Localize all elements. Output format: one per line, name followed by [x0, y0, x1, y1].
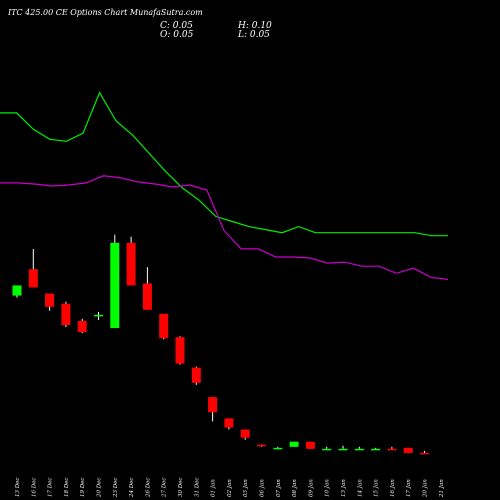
- candle-body-up: [94, 314, 103, 317]
- candle: [240, 429, 250, 440]
- candle: [142, 267, 152, 310]
- candle: [322, 446, 332, 451]
- candle-body-up: [371, 448, 381, 451]
- candle-body-down: [403, 447, 413, 453]
- candle: [12, 285, 22, 298]
- candle: [257, 444, 266, 447]
- x-tick-label: 23 Dec: [113, 478, 119, 499]
- x-tick-label: 16 Jan: [390, 479, 396, 497]
- x-tick-label: 20 Jan: [423, 479, 429, 498]
- slow-ma-line: [0, 175, 449, 280]
- x-tick-label: 21 Jan: [439, 479, 445, 498]
- x-tick-label: 14 Jan: [357, 479, 363, 497]
- close-readout: C: 0.05: [160, 21, 193, 31]
- x-tick-label: 15 Jan: [374, 479, 380, 497]
- candle: [403, 447, 413, 453]
- candle: [126, 236, 136, 286]
- candle: [208, 397, 218, 422]
- x-tick-label: 30 Dec: [178, 478, 184, 498]
- x-tick-label: 18 Dec: [64, 478, 70, 498]
- candle-body-up: [354, 448, 364, 451]
- candle-body-up: [273, 447, 283, 450]
- x-tick-label: 19 Dec: [80, 478, 86, 498]
- x-tick-label: 07 Jan: [276, 479, 282, 497]
- candle: [110, 234, 120, 329]
- candle-body-down: [28, 269, 38, 288]
- candle: [28, 248, 38, 288]
- candle-body-down: [305, 441, 315, 449]
- candle-body-down: [61, 303, 71, 326]
- x-tick-label: 26 Dec: [145, 478, 151, 499]
- x-tick-label: 20 Dec: [97, 478, 103, 499]
- candle: [175, 336, 185, 365]
- candle-body-down: [387, 448, 397, 451]
- candle: [338, 445, 348, 451]
- candle-body-down: [45, 293, 55, 307]
- moving-averages: [0, 91, 449, 280]
- candle-body-down: [208, 397, 218, 413]
- x-tick-label: 13 Dec: [15, 478, 21, 498]
- x-tick-label: 03 Jan: [243, 479, 249, 497]
- candle: [224, 418, 234, 430]
- candle: [354, 446, 364, 451]
- candle-body-down: [240, 429, 250, 438]
- x-tick-label: 01 Jan: [211, 479, 217, 497]
- x-tick-label: 17 Dec: [48, 478, 54, 498]
- candle-body-down: [77, 320, 87, 333]
- candle-body-down: [142, 283, 152, 310]
- candle: [420, 450, 429, 455]
- open-readout: O: 0.05: [160, 30, 194, 40]
- low-readout: L: 0.05: [237, 30, 270, 40]
- candle-body-down: [191, 367, 201, 383]
- candle: [77, 318, 87, 334]
- candle-body-down: [257, 444, 266, 447]
- candle-body-down: [224, 418, 234, 428]
- high-readout: H: 0.10: [237, 21, 272, 31]
- candle: [387, 446, 397, 451]
- candle-body-up: [110, 242, 120, 329]
- candle: [289, 441, 299, 447]
- chart-title: ITC 425.00 CE Options Chart MunafaSutra.…: [7, 8, 203, 17]
- x-tick-label: 16 Dec: [31, 478, 37, 498]
- x-tick-label: 31 Dec: [194, 478, 200, 498]
- candle: [45, 293, 55, 311]
- x-tick-label: 10 Jan: [325, 479, 331, 497]
- candle: [305, 441, 315, 449]
- candle: [371, 447, 381, 451]
- candles: [12, 234, 429, 455]
- candle-body-down: [175, 337, 185, 364]
- candle-body-up: [12, 285, 22, 296]
- x-tick-label: 24 Dec: [129, 478, 135, 499]
- x-tick-label: 27 Dec: [162, 478, 168, 499]
- candle: [191, 366, 201, 385]
- x-tick-label: 13 Jan: [341, 479, 347, 497]
- candle-body-down: [159, 313, 169, 339]
- x-tick-label: 17 Jan: [406, 479, 412, 497]
- candle-body-down: [420, 452, 429, 455]
- x-tick-label: 02 Jan: [227, 479, 233, 497]
- x-tick-label: 08 Jan: [292, 479, 298, 497]
- x-tick-label: 09 Jan: [308, 479, 314, 497]
- fast-ma-line: [0, 91, 448, 237]
- candle: [159, 313, 169, 340]
- x-axis: 13 Dec 16 Dec 17 Dec 18 Dec 19 Dec 20 Dec 23 D…: [15, 478, 445, 499]
- candle-body-up: [289, 441, 299, 447]
- candle: [273, 446, 283, 450]
- candle-body-up: [322, 448, 332, 451]
- candle: [94, 311, 103, 320]
- candle-body-down: [126, 242, 136, 286]
- x-tick-label: 06 Jan: [260, 479, 266, 497]
- candle-body-up: [338, 448, 348, 451]
- candle: [61, 301, 71, 328]
